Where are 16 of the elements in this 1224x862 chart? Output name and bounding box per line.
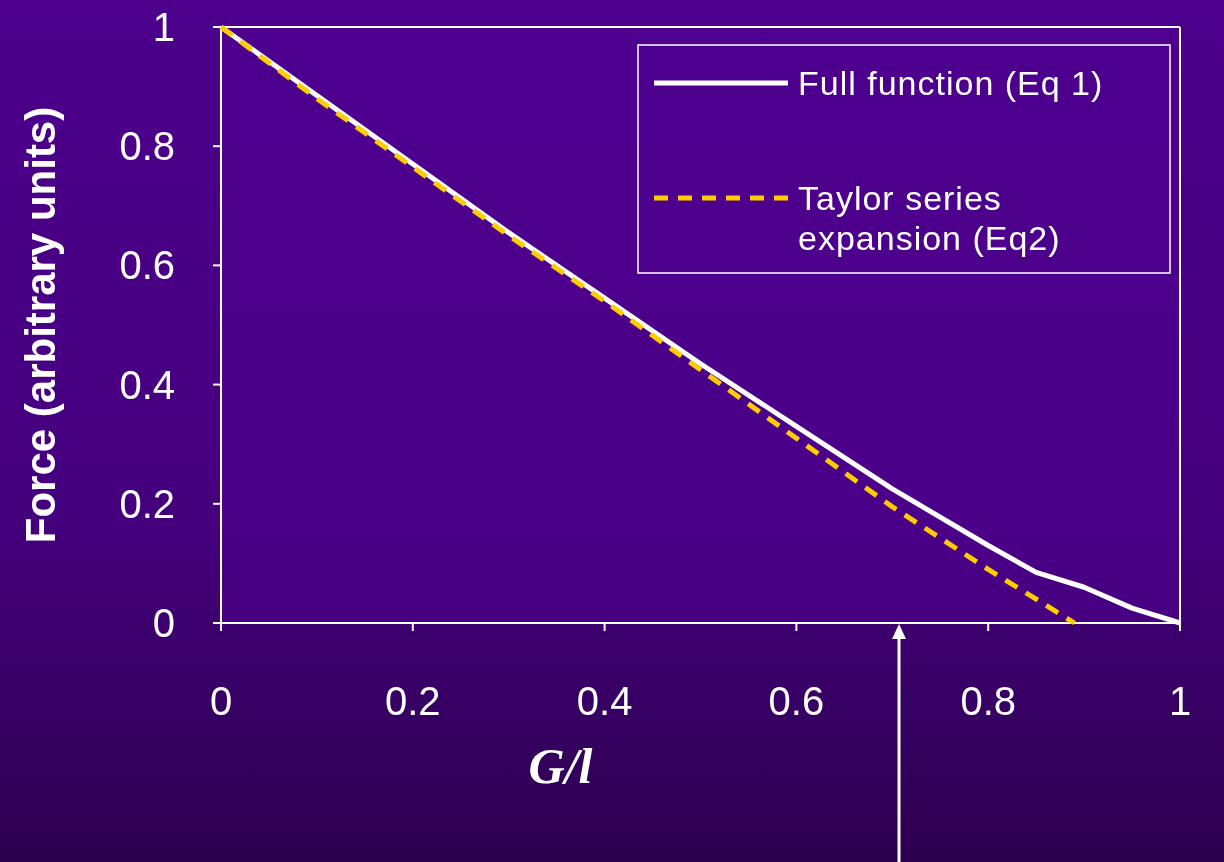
x-tick-label: 1 (1168, 679, 1192, 723)
y-tick-label: 0.8 (119, 124, 175, 169)
y-tick-label: 0.4 (119, 362, 175, 407)
legend-label: Taylor series expansion (Eq2) (798, 179, 1061, 257)
x-tick-label: 0.2 (385, 679, 441, 723)
x-tick-label: 0 (209, 679, 233, 723)
y-tick-label: 0 (152, 601, 175, 645)
y-tick-label: 0.6 (119, 243, 175, 288)
x-tick-label: 0.4 (576, 679, 633, 723)
y-axis-title: Force (arbitrary units) (17, 106, 64, 544)
x-tick-label: 0.6 (768, 679, 825, 723)
x-axis-title: G/l (528, 738, 593, 794)
y-tick-label: 0.2 (119, 481, 175, 526)
x-tick-label: 0.8 (960, 679, 1016, 723)
legend-label: Full function (Eq 1) (798, 64, 1104, 102)
y-tick-label: 1 (152, 5, 175, 49)
